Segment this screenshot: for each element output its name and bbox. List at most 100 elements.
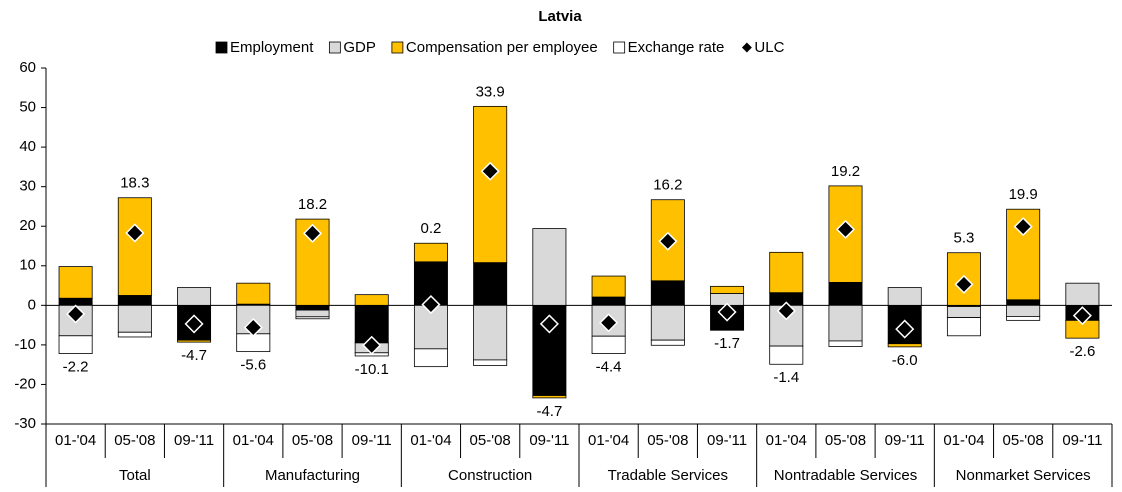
data-label: 19.2 bbox=[831, 163, 860, 180]
x-tick-label: 09-'11 bbox=[885, 432, 925, 449]
bar-segment bbox=[769, 251, 804, 294]
y-tick-label: 40 bbox=[19, 138, 36, 155]
ulc-marker bbox=[717, 302, 737, 322]
bar-segment bbox=[58, 266, 93, 299]
bar-segment bbox=[295, 316, 330, 320]
ulc-marker bbox=[184, 314, 204, 334]
x-tick-label: 01-'04 bbox=[233, 432, 274, 449]
x-tick-label: 09-'11 bbox=[174, 432, 214, 449]
data-label: -4.4 bbox=[596, 359, 622, 376]
bar-segment bbox=[413, 242, 448, 263]
bar-segment bbox=[946, 317, 981, 337]
y-tick-label: 10 bbox=[19, 257, 36, 274]
bar-segment bbox=[828, 340, 863, 347]
bar-segment bbox=[532, 395, 567, 399]
data-label: 16.2 bbox=[653, 177, 682, 194]
bar-segment bbox=[177, 339, 212, 343]
ulc-marker bbox=[1013, 217, 1033, 237]
ulc-marker bbox=[66, 304, 86, 324]
bar-segment bbox=[295, 309, 330, 318]
ulc-marker bbox=[362, 335, 382, 355]
bar-segment bbox=[650, 280, 685, 306]
data-label: -10.1 bbox=[355, 361, 389, 378]
group-label: Manufacturing bbox=[265, 467, 360, 484]
bar-segment bbox=[473, 262, 508, 306]
y-tick-label: 20 bbox=[19, 217, 36, 234]
legend-swatch bbox=[215, 41, 228, 54]
bar-segment bbox=[591, 275, 626, 298]
data-label: -2.6 bbox=[1069, 343, 1095, 360]
data-label: -1.4 bbox=[773, 369, 799, 386]
x-tick-label: 05-'08 bbox=[114, 432, 155, 449]
legend-label: ULC bbox=[754, 39, 784, 56]
data-label: -4.7 bbox=[536, 403, 562, 420]
bar-segment bbox=[710, 285, 745, 294]
ulc-marker bbox=[1072, 306, 1092, 326]
ulc-marker bbox=[954, 274, 974, 294]
bar-segment bbox=[117, 304, 152, 333]
x-tick-label: 09-'11 bbox=[707, 432, 747, 449]
bar-segment bbox=[1006, 304, 1041, 317]
y-tick-label: -30 bbox=[14, 415, 36, 432]
x-tick-label: 01-'04 bbox=[410, 432, 451, 449]
data-label: -4.7 bbox=[181, 347, 207, 364]
ulc-marker bbox=[125, 223, 145, 243]
legend-label: Employment bbox=[230, 39, 314, 56]
group-label: Nonmarket Services bbox=[956, 467, 1091, 484]
bar-segment bbox=[117, 295, 152, 306]
data-label: 5.3 bbox=[954, 230, 975, 247]
bar-segment bbox=[828, 304, 863, 342]
legend-label: Compensation per employee bbox=[406, 39, 598, 56]
ulc-marker bbox=[658, 231, 678, 251]
bar-segment bbox=[117, 197, 152, 296]
bar-segment bbox=[650, 339, 685, 346]
x-tick-label: 05-'08 bbox=[292, 432, 333, 449]
x-tick-label: 01-'04 bbox=[55, 432, 96, 449]
x-tick-label: 01-'04 bbox=[588, 432, 629, 449]
data-label: 0.2 bbox=[421, 220, 442, 237]
y-tick-label: 0 bbox=[28, 296, 36, 313]
bar-segment bbox=[650, 304, 685, 341]
ulc-marker bbox=[302, 223, 323, 243]
bar-segment bbox=[473, 359, 508, 366]
group-label: Construction bbox=[448, 467, 532, 484]
chart-title: Latvia bbox=[538, 8, 582, 25]
bar-segment bbox=[117, 331, 152, 338]
bar-segment bbox=[1006, 299, 1041, 306]
ulc-marker bbox=[421, 294, 441, 315]
data-label: 33.9 bbox=[476, 83, 505, 100]
legend-swatch bbox=[328, 41, 341, 54]
legend-swatch bbox=[391, 41, 404, 54]
bar-segment bbox=[413, 348, 448, 368]
x-tick-label: 05-'08 bbox=[647, 432, 688, 449]
legend-swatch bbox=[613, 41, 626, 54]
ulc-marker bbox=[243, 317, 263, 338]
data-label: 19.9 bbox=[1009, 186, 1038, 203]
bar-segment bbox=[236, 282, 271, 305]
bar-segment bbox=[354, 294, 389, 306]
data-label: -5.6 bbox=[240, 357, 266, 374]
y-tick-label: 50 bbox=[19, 99, 36, 116]
bar-segment bbox=[887, 343, 922, 348]
bar-segment bbox=[591, 335, 626, 354]
bar-segment bbox=[473, 304, 508, 361]
x-tick-label: 09-'11 bbox=[1062, 432, 1102, 449]
data-label: -6.0 bbox=[892, 352, 918, 369]
ulc-marker bbox=[539, 314, 559, 334]
group-label: Nontradable Services bbox=[774, 467, 917, 484]
x-tick-label: 01-'04 bbox=[766, 432, 807, 449]
ulc-marker bbox=[599, 313, 619, 333]
y-tick-label: 60 bbox=[19, 59, 36, 76]
x-tick-label: 05-'08 bbox=[825, 432, 866, 449]
group-label: Tradable Services bbox=[608, 467, 728, 484]
group-label: Total bbox=[119, 467, 151, 484]
data-label: 18.3 bbox=[120, 175, 149, 192]
legend-label: GDP bbox=[343, 39, 376, 56]
legend-swatch bbox=[741, 42, 752, 53]
x-tick-label: 01-'04 bbox=[943, 432, 984, 449]
bar-segment bbox=[946, 306, 981, 318]
legend-label: Exchange rate bbox=[628, 39, 725, 56]
bar-segment bbox=[58, 335, 93, 354]
x-tick-label: 09-'11 bbox=[352, 432, 392, 449]
